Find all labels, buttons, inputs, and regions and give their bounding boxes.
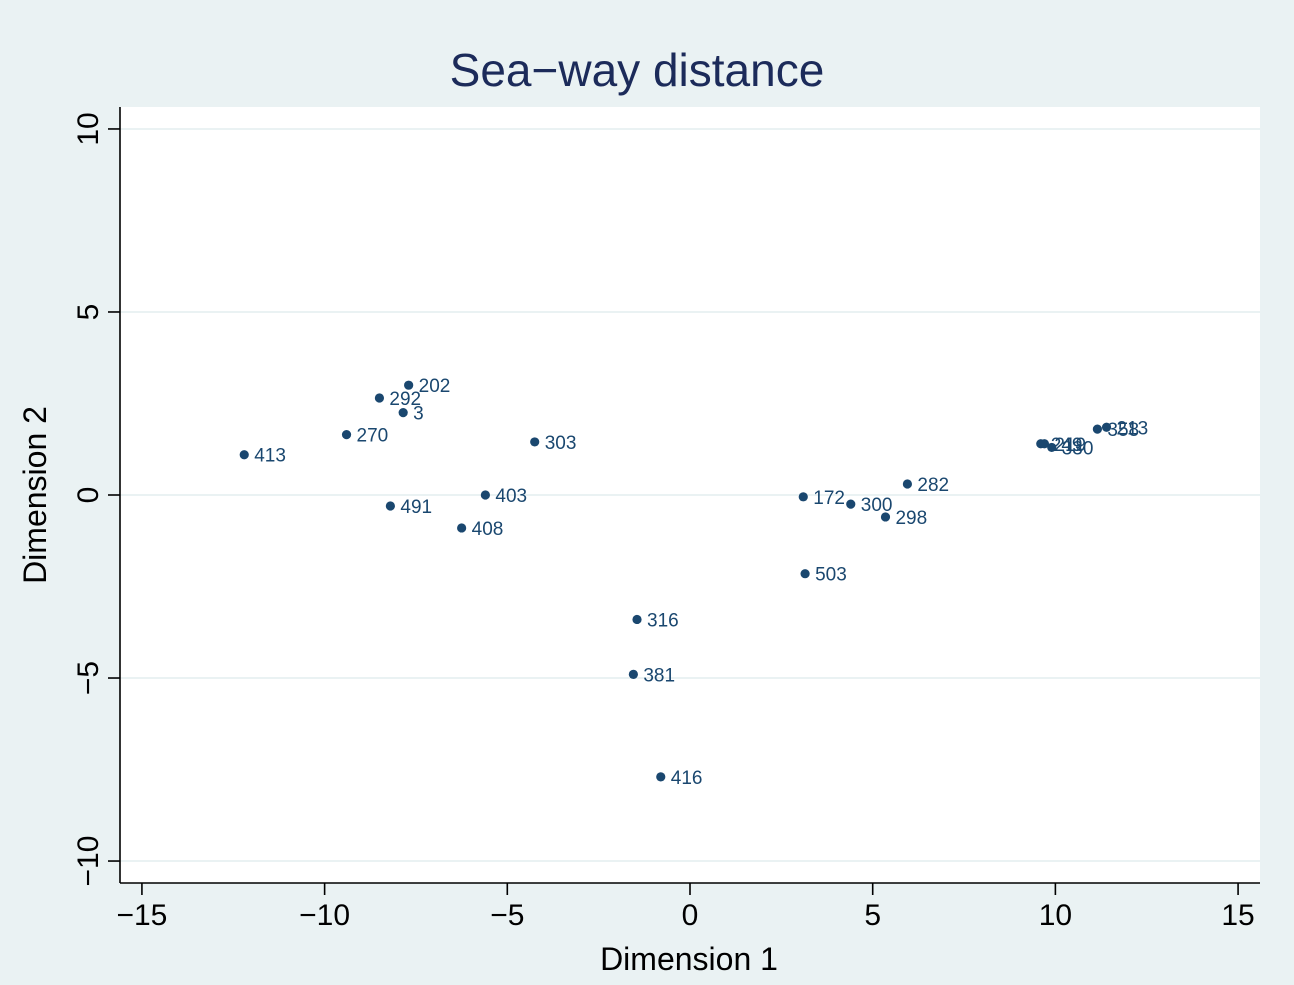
x-tick-label: 15 — [1221, 899, 1254, 932]
data-point-label: 491 — [400, 497, 432, 518]
x-axis-title: Dimension 1 — [600, 941, 778, 977]
x-tick-label: −15 — [116, 899, 167, 932]
y-tick-label: 10 — [72, 112, 105, 145]
data-point — [800, 569, 810, 579]
x-tick-label: 5 — [864, 899, 881, 932]
data-point-label: 172 — [813, 488, 845, 509]
y-tick-label: −5 — [72, 661, 105, 695]
data-point — [480, 490, 490, 500]
data-point-label: 3 — [413, 404, 424, 425]
data-point-label: 358 — [1107, 420, 1139, 441]
data-point — [798, 492, 808, 502]
y-tick-label: 0 — [72, 487, 105, 504]
data-point-label: 300 — [861, 495, 893, 516]
data-point-label: 282 — [917, 475, 949, 496]
y-tick-label: 5 — [72, 304, 105, 321]
data-point-label: 213 — [1117, 418, 1149, 439]
data-point — [1101, 422, 1112, 432]
data-point-label: 330 — [1062, 438, 1094, 459]
data-point — [374, 393, 385, 403]
data-point — [239, 450, 249, 460]
x-tick-label: 10 — [1039, 899, 1072, 932]
axes: −15 −10 −5 0 5 10 15 −10 −5 0 5 10 — [72, 107, 1260, 932]
x-tick-label: −10 — [299, 899, 350, 932]
data-point — [385, 501, 395, 511]
data-point — [846, 499, 856, 509]
data-point — [632, 614, 642, 625]
y-axis-title: Dimension 2 — [17, 406, 53, 584]
x-tick-label: −5 — [490, 899, 524, 932]
data-point — [404, 380, 414, 390]
data-point-label: 413 — [254, 446, 286, 467]
data-point — [1039, 439, 1050, 449]
data-point-label: 219 — [1054, 435, 1086, 456]
data-point — [341, 430, 352, 440]
data-point — [398, 408, 408, 418]
data-point-label: 316 — [647, 610, 679, 631]
data-point — [880, 512, 891, 522]
data-point — [902, 479, 913, 489]
data-point-label: 270 — [357, 426, 389, 447]
data-point — [628, 669, 638, 679]
data-point-label: 416 — [671, 768, 703, 789]
data-point — [457, 523, 467, 533]
data-point-label: 303 — [545, 433, 577, 454]
data-point-label: 298 — [895, 508, 927, 529]
data-point — [656, 772, 666, 782]
data-point-label: 403 — [495, 486, 527, 507]
data-point-label: 381 — [643, 665, 675, 686]
gridlines — [120, 127, 1260, 863]
data-point-label: 292 — [389, 389, 421, 410]
data-point — [1092, 424, 1103, 434]
data-point-label: 249 — [1051, 435, 1083, 456]
data-point — [530, 437, 540, 447]
data-point-label: 408 — [472, 519, 504, 540]
data-point — [1047, 442, 1057, 453]
x-tick-label: 0 — [682, 899, 699, 932]
y-tick-label: −10 — [72, 836, 105, 887]
data-point-label: 503 — [815, 565, 847, 586]
data-point-label: 202 — [419, 376, 451, 397]
chart-title: Sea−way distance — [450, 44, 825, 96]
